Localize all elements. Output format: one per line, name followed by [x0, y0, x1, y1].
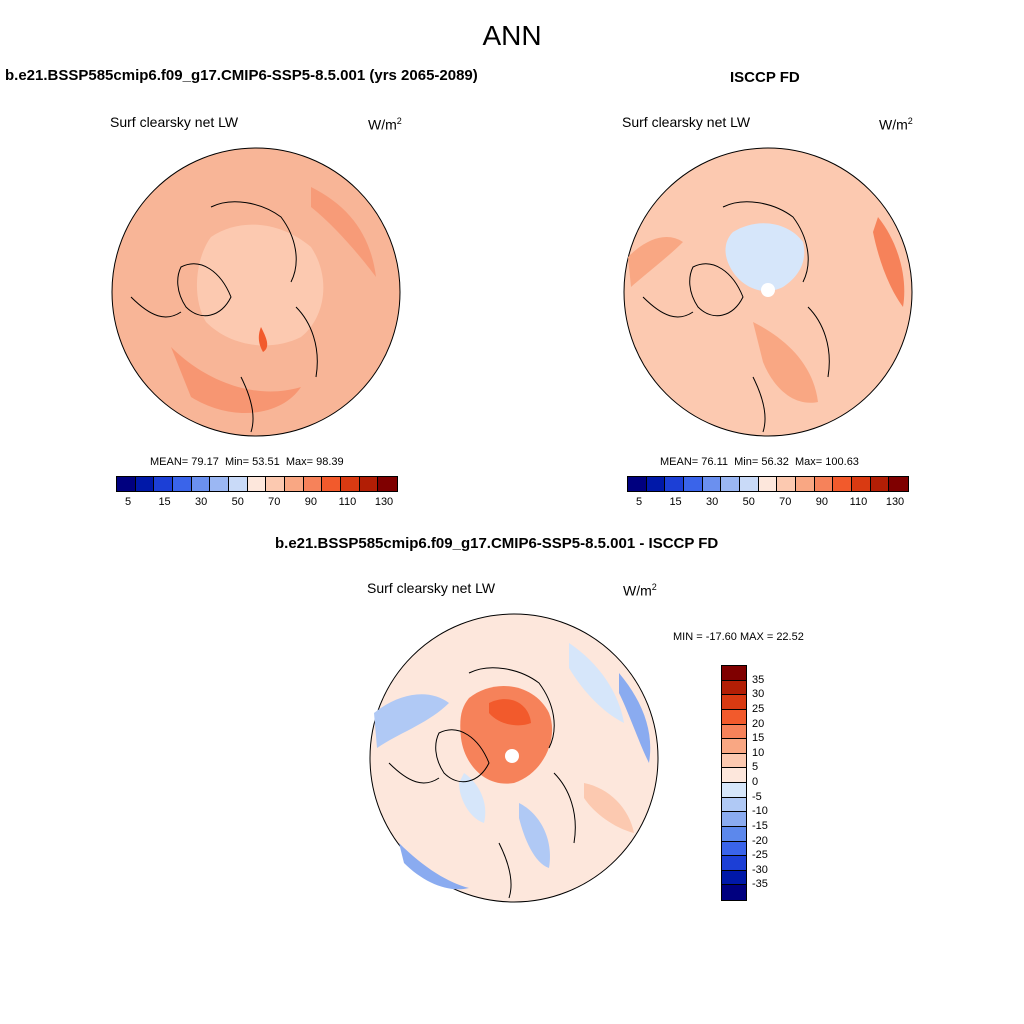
- colorbar-tick-label: 30: [752, 688, 765, 701]
- colorbar-swatch: [665, 477, 684, 491]
- colorbar-swatch: [154, 477, 173, 491]
- colorbar-swatch: [833, 477, 852, 491]
- colorbar-swatch: [135, 477, 155, 491]
- colorbar-swatch: [722, 826, 746, 842]
- colorbar-swatch: [722, 870, 746, 886]
- panel-1-units: W/m2: [368, 116, 402, 133]
- difference-units: W/m2: [623, 582, 657, 599]
- colorbar-swatch: [683, 477, 703, 491]
- panel-1-polar-map: [111, 147, 401, 437]
- colorbar-swatch: [739, 477, 759, 491]
- colorbar-swatch: [247, 477, 267, 491]
- colorbar-swatch: [210, 477, 229, 491]
- difference-variable-label: Surf clearsky net LW: [367, 580, 496, 596]
- colorbar-tick-label: 35: [752, 673, 765, 686]
- colorbar-tick-label: 0: [752, 776, 759, 788]
- colorbar-swatch: [646, 477, 666, 491]
- colorbar-swatch: [777, 477, 796, 491]
- panel-2-units: W/m2: [879, 116, 913, 133]
- colorbar-swatch: [322, 477, 341, 491]
- colorbar-swatch: [722, 666, 746, 681]
- colorbar-tick-label: -20: [752, 834, 768, 847]
- colorbar-swatch: [359, 477, 379, 491]
- colorbar-swatch: [722, 739, 746, 754]
- colorbar-swatch: [191, 477, 211, 491]
- panel-1-stats: MEAN= 79.17 Min= 53.51 Max= 98.39: [150, 456, 344, 468]
- colorbar-swatch: [722, 783, 746, 798]
- difference-polar-map: [369, 613, 659, 903]
- panel-2-colorbar: [627, 476, 909, 492]
- colorbar-tick-label: 5: [752, 761, 759, 774]
- colorbar-swatch: [814, 477, 834, 491]
- colorbar-tick-label: 90: [304, 496, 317, 508]
- colorbar-swatch: [721, 477, 740, 491]
- colorbar-tick-label: 90: [815, 496, 828, 508]
- panel-2-stats: MEAN= 76.11 Min= 56.32 Max= 100.63: [660, 456, 859, 468]
- colorbar-swatch: [851, 477, 871, 491]
- colorbar-swatch: [722, 856, 746, 871]
- colorbar-swatch: [722, 680, 746, 696]
- colorbar-tick-label: 30: [195, 496, 208, 508]
- colorbar-tick-label: 110: [849, 496, 868, 508]
- difference-colorbar: [721, 665, 747, 901]
- page-title: ANN: [482, 20, 542, 51]
- colorbar-swatch: [628, 477, 647, 491]
- colorbar-tick-label: 15: [158, 496, 171, 508]
- colorbar-swatch: [722, 753, 746, 769]
- difference-title: b.e21.BSSP585cmip6.f09_g17.CMIP6-SSP5-8.…: [275, 535, 719, 552]
- colorbar-swatch: [722, 709, 746, 725]
- colorbar-swatch: [722, 695, 746, 710]
- colorbar-swatch: [266, 477, 285, 491]
- colorbar-swatch: [795, 477, 815, 491]
- colorbar-swatch: [702, 477, 722, 491]
- colorbar-swatch: [758, 477, 778, 491]
- colorbar-tick-label: -30: [752, 863, 768, 876]
- colorbar-tick-label: 50: [231, 496, 244, 508]
- colorbar-swatch: [340, 477, 360, 491]
- colorbar-tick-label: -35: [752, 878, 768, 891]
- colorbar-swatch: [722, 797, 746, 813]
- colorbar-swatch: [117, 477, 136, 491]
- colorbar-tick-label: 130: [374, 496, 394, 508]
- difference-minmax: MIN = -17.60 MAX = 22.52: [673, 631, 804, 643]
- colorbar-tick-label: 15: [669, 496, 682, 508]
- colorbar-tick-label: -10: [752, 805, 768, 818]
- colorbar-tick-label: -5: [752, 790, 762, 803]
- panel-2-variable-label: Surf clearsky net LW: [622, 114, 751, 130]
- colorbar-tick-label: 30: [706, 496, 719, 508]
- colorbar-swatch: [722, 724, 746, 740]
- colorbar-swatch: [722, 768, 746, 783]
- colorbar-tick-label: 70: [779, 496, 792, 508]
- colorbar-tick-label: 15: [752, 732, 765, 745]
- colorbar-tick-label: 20: [752, 717, 765, 730]
- colorbar-tick-label: 130: [885, 496, 905, 508]
- colorbar-tick-label: -15: [752, 819, 768, 832]
- colorbar-tick-label: -25: [752, 849, 768, 862]
- panel-1-colorbar: [116, 476, 398, 492]
- colorbar-swatch: [303, 477, 323, 491]
- colorbar-swatch: [378, 477, 397, 491]
- colorbar-swatch: [284, 477, 304, 491]
- panel-2-title: ISCCP FD: [730, 69, 800, 86]
- colorbar-swatch: [722, 841, 746, 857]
- colorbar-tick-label: 25: [752, 702, 765, 715]
- panel-1-title: b.e21.BSSP585cmip6.f09_g17.CMIP6-SSP5-8.…: [5, 67, 478, 84]
- colorbar-tick-label: 50: [742, 496, 755, 508]
- colorbar-swatch: [722, 812, 746, 827]
- colorbar-swatch: [172, 477, 192, 491]
- colorbar-swatch: [870, 477, 890, 491]
- colorbar-tick-label: 70: [268, 496, 281, 508]
- colorbar-tick-label: 5: [635, 496, 643, 508]
- panel-1-variable-label: Surf clearsky net LW: [110, 114, 239, 130]
- panel-2-polar-map: [623, 147, 913, 437]
- colorbar-tick-label: 110: [338, 496, 357, 508]
- colorbar-tick-label: 10: [752, 746, 765, 759]
- colorbar-swatch: [889, 477, 908, 491]
- colorbar-tick-label: 5: [124, 496, 132, 508]
- colorbar-swatch: [722, 885, 746, 900]
- colorbar-swatch: [228, 477, 248, 491]
